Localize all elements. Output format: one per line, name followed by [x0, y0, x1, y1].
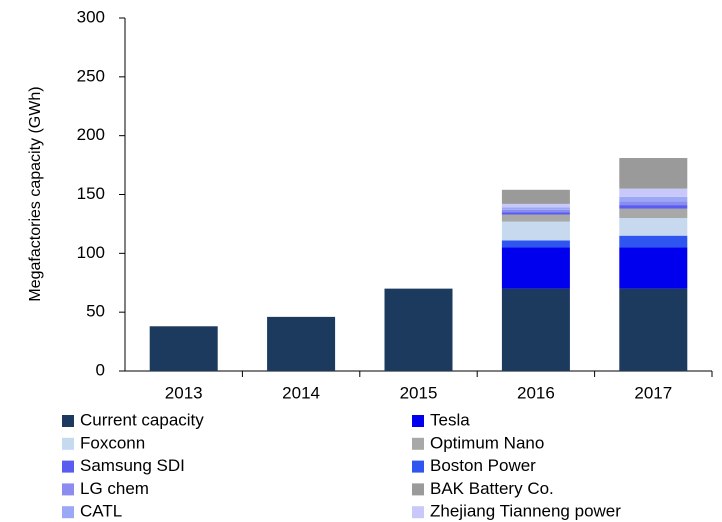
y-tick-label: 200 [77, 125, 105, 144]
bar-segment [501, 214, 570, 222]
legend-swatch [62, 460, 74, 473]
bar-segment [619, 247, 688, 289]
legend-swatch [412, 437, 424, 450]
bar-segment [501, 221, 570, 241]
bar-segment [619, 158, 688, 189]
bar-segment [619, 196, 688, 202]
legend-label: Zhejiang Tianneng power [430, 502, 621, 521]
bar-segment [501, 203, 570, 208]
bar-segment [149, 326, 218, 371]
bar-segment [501, 247, 570, 289]
legend-swatch [62, 483, 74, 496]
legend-label: LG chem [80, 479, 149, 498]
bar-segment [501, 207, 570, 210]
y-axis-label: Megafactories capacity (GWh) [27, 86, 44, 301]
legend-label: CATL [80, 502, 122, 521]
y-tick-label: 100 [77, 243, 105, 262]
bar-segment [619, 188, 688, 197]
y-tick-label: 0 [96, 360, 105, 379]
legend-label: Samsung SDI [80, 456, 185, 475]
x-tick-label: 2013 [165, 383, 203, 402]
x-tick-label: 2016 [517, 383, 555, 402]
y-tick-label: 50 [86, 302, 105, 321]
x-tick-label: 2014 [282, 383, 320, 402]
bar-segment [619, 218, 688, 236]
bar-segment [501, 212, 570, 215]
bar-segment [619, 205, 688, 209]
y-tick-label: 250 [77, 66, 105, 85]
bar-segment [267, 316, 336, 371]
y-tick-label: 150 [77, 184, 105, 203]
bar-segment [619, 201, 688, 206]
legend-label: Foxconn [80, 433, 145, 452]
bar-segment [501, 240, 570, 248]
bar-segment [384, 288, 453, 371]
bar-segment [619, 288, 688, 371]
bar-segment [501, 189, 570, 204]
legend-label: BAK Battery Co. [430, 479, 554, 498]
x-tick-label: 2017 [634, 383, 672, 402]
legend-swatch [412, 460, 424, 473]
bar-segment [619, 235, 688, 248]
bar-segment [501, 288, 570, 371]
legend-swatch [412, 506, 424, 519]
bar-segment [501, 209, 570, 213]
legend-label: Tesla [430, 410, 470, 429]
legend-swatch [412, 415, 424, 427]
y-tick-label: 300 [77, 7, 105, 26]
legend-label: Optimum Nano [430, 433, 544, 452]
x-tick-label: 2015 [400, 383, 438, 402]
legend-swatch [412, 483, 424, 496]
bar-segment [619, 208, 688, 219]
legend-swatch [62, 506, 74, 519]
legend-label: Boston Power [430, 456, 536, 475]
legend-swatch [62, 437, 74, 450]
legend-label: Current capacity [80, 410, 204, 429]
legend-swatch [62, 415, 74, 427]
